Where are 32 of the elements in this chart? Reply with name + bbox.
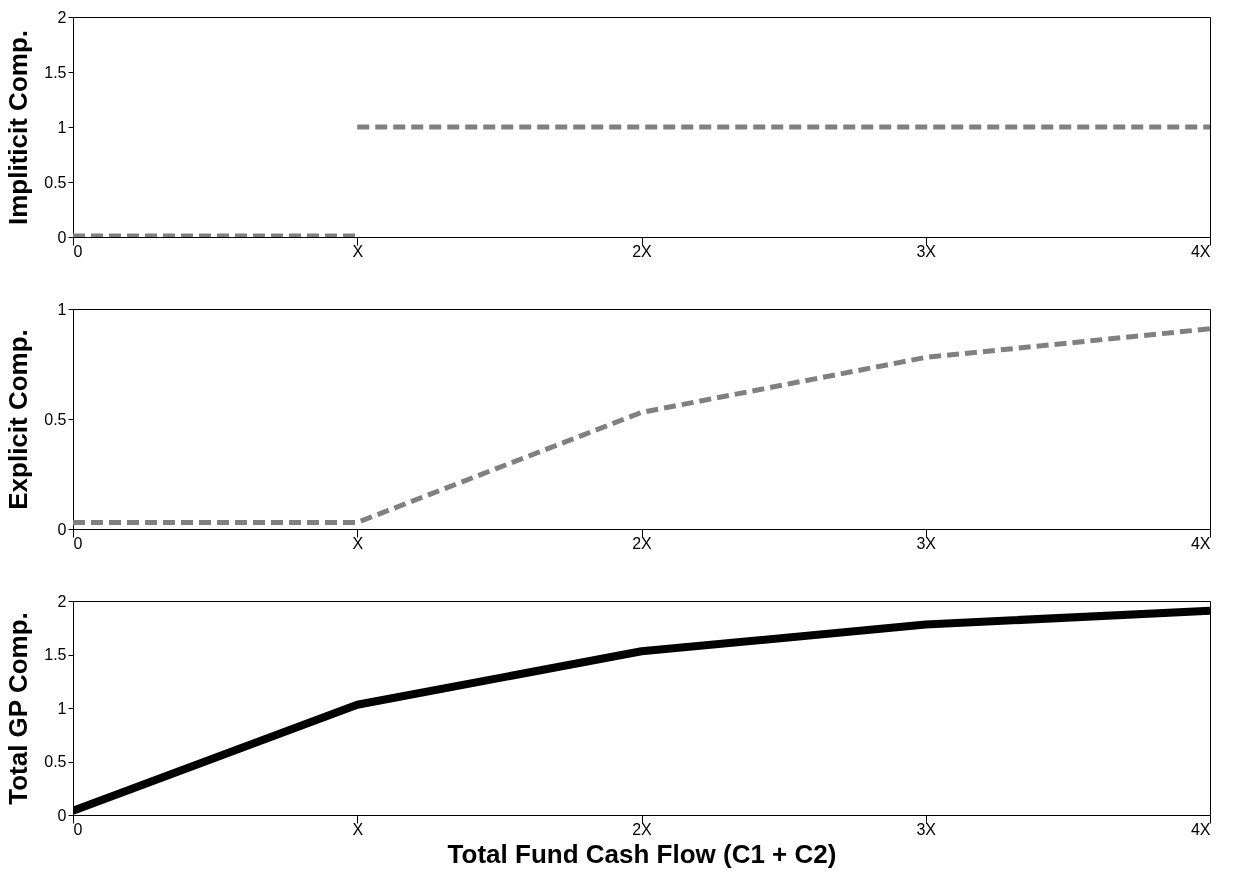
- y-tick-label: 1.5: [44, 646, 67, 663]
- x-tick-label: 0: [73, 534, 83, 552]
- x-tick-label: X: [352, 820, 364, 838]
- x-tick-label: 0: [73, 242, 83, 260]
- y-tick-label: 0: [57, 520, 67, 538]
- x-tick-label: 3X: [916, 242, 937, 260]
- y-tick-label: 2: [57, 592, 67, 610]
- x-tick-label: 3X: [916, 534, 937, 552]
- x-tick-label: 4X: [1190, 534, 1211, 552]
- x-tick-label: X: [352, 534, 364, 552]
- y-tick-label: 0.5: [44, 410, 67, 428]
- y-tick-label: 0.5: [44, 753, 67, 770]
- x-tick-label: 4X: [1190, 242, 1211, 260]
- y-tick-label: 1.5: [44, 63, 67, 81]
- x-tick-label: 2X: [632, 820, 653, 838]
- x-tick-label: 3X: [916, 820, 937, 838]
- y-axis-title: Impliticit Comp.: [3, 30, 34, 225]
- y-tick-label: 2: [57, 8, 67, 26]
- y-tick-label: 0: [57, 228, 67, 246]
- x-tick-label: X: [352, 242, 364, 260]
- x-tick-label: 2X: [632, 534, 653, 552]
- x-tick-label: 0: [73, 820, 83, 838]
- y-axis-title: Total GP Comp.: [3, 612, 34, 805]
- x-tick-label: 2X: [632, 242, 653, 260]
- y-tick-label: 1: [57, 118, 67, 136]
- x-tick-label: 4X: [1190, 820, 1211, 838]
- y-axis-title: Explicit Comp.: [3, 329, 34, 510]
- x-axis-title: Total Fund Cash Flow (C1 + C2): [447, 838, 837, 869]
- y-tick-label: 0.5: [44, 173, 67, 191]
- y-tick-label: 0: [57, 806, 67, 824]
- y-tick-label: 1: [57, 699, 67, 717]
- y-tick-label: 1: [57, 300, 67, 318]
